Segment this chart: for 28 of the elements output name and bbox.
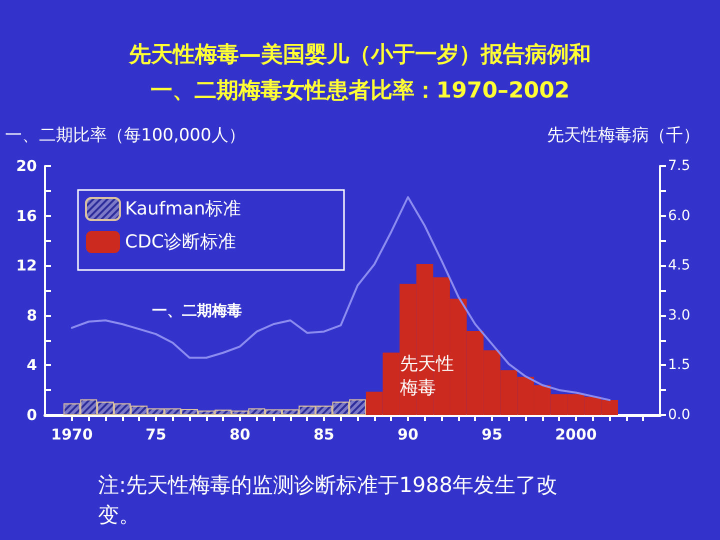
x-tick-label: 80 <box>229 426 250 444</box>
x-tick-label: 2000 <box>555 426 597 444</box>
y-tick-label: 4 <box>26 356 37 374</box>
y-axis-title: 一、二期比率（每100,000人） <box>5 126 246 146</box>
x-tick-label: 1970 <box>51 426 93 444</box>
y2-tick-label: 1.5 <box>668 357 690 374</box>
y-tick-label: 16 <box>16 206 37 225</box>
annotation: 先天性梅毒 <box>399 354 454 398</box>
x-tick-label: 95 <box>482 426 502 444</box>
y2-tick-label: 0.0 <box>668 407 690 423</box>
y-tick-label: 20 <box>16 157 37 175</box>
y-tick-label: 12 <box>16 256 37 275</box>
y2-tick-label: 4.5 <box>668 258 690 274</box>
chart-title: 先天性梅毒—美国婴儿（小于一岁）报告病例和一、二期梅毒女性患者比率：1970–2002 <box>128 42 591 104</box>
legend-label: Kaufman标准 <box>125 198 242 220</box>
legend-label: CDC诊断标准 <box>125 232 236 252</box>
x-tick-label: 85 <box>313 426 334 444</box>
series-label: 一、二期梅毒 <box>152 302 242 320</box>
x-tick-label: 90 <box>398 426 418 444</box>
line-series <box>70 196 611 402</box>
y2-tick-label: 6.0 <box>668 208 690 224</box>
x-tick-label: 75 <box>145 426 166 444</box>
y2-tick-label: 7.5 <box>668 158 690 174</box>
y2-tick-label: 3.0 <box>668 307 690 324</box>
y2-axis-title: 先天性梅毒病（千） <box>547 126 700 146</box>
y-tick-label: 0 <box>26 406 37 424</box>
y-tick-label: 8 <box>26 306 37 324</box>
text: 注:先天性梅毒的监测诊断标准于1988年发生了改变。 <box>98 473 558 527</box>
